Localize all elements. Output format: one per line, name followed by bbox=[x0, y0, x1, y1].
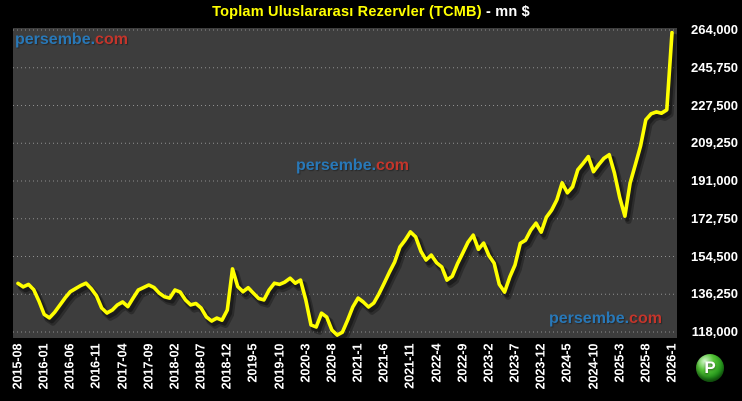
x-tick-label: 2021-1 bbox=[350, 343, 365, 383]
x-tick-label: 2023-7 bbox=[507, 343, 522, 383]
y-tick-label: 209,250 bbox=[691, 135, 738, 150]
x-tick-label: 2023-12 bbox=[533, 343, 548, 390]
x-tick-label: 2021-11 bbox=[402, 343, 417, 389]
watermark-tld: com bbox=[376, 157, 409, 174]
x-tick-label: 2024-5 bbox=[559, 343, 574, 383]
watermark-name: persembe. bbox=[296, 157, 377, 174]
plot-area bbox=[13, 28, 677, 338]
watermark-persembe-com: persembe.com bbox=[549, 310, 662, 328]
y-tick-label: 191,000 bbox=[691, 173, 738, 188]
x-tick-label: 2025-3 bbox=[612, 343, 627, 383]
y-tick-label: 118,000 bbox=[691, 324, 738, 339]
x-tick-label: 2020-8 bbox=[324, 343, 339, 383]
y-tick-label: 227,500 bbox=[691, 98, 738, 113]
watermark-name: persembe. bbox=[549, 310, 630, 327]
x-tick-label: 2021-6 bbox=[376, 343, 391, 383]
series-line bbox=[16, 30, 674, 337]
x-tick-label: 2018-07 bbox=[193, 343, 208, 390]
x-tick-label: 2017-04 bbox=[115, 343, 130, 390]
x-tick-label: 2016-01 bbox=[36, 343, 51, 390]
watermark-tld: com bbox=[629, 310, 662, 327]
x-tick-label: 2016-11 bbox=[88, 343, 103, 389]
chart-title: Toplam Uluslararası Rezervler (TCMB) - m… bbox=[0, 4, 742, 20]
x-tick-label: 2020-3 bbox=[298, 343, 313, 383]
x-tick-label: 2018-02 bbox=[167, 343, 182, 390]
x-tick-label: 2026-1 bbox=[664, 343, 679, 383]
x-tick-label: 2019-5 bbox=[245, 343, 260, 383]
watermark-name: persembe. bbox=[15, 31, 96, 48]
watermark-tld: com bbox=[95, 31, 128, 48]
logo-letter: P bbox=[704, 358, 716, 377]
reserves-line-chart bbox=[13, 29, 677, 338]
chart-title-unit: - mn $ bbox=[481, 4, 530, 20]
watermark-persembe-com: persembe.com bbox=[15, 31, 128, 49]
x-tick-label: 2019-10 bbox=[272, 343, 287, 390]
x-tick-label: 2025-8 bbox=[638, 343, 653, 383]
x-tick-label: 2024-10 bbox=[586, 343, 601, 390]
watermark-persembe-com: persembe.com bbox=[296, 157, 409, 175]
y-tick-label: 154,500 bbox=[691, 249, 738, 264]
series-line-shadow bbox=[18, 33, 677, 338]
x-tick-label: 2017-09 bbox=[141, 343, 156, 390]
y-tick-label: 136,250 bbox=[691, 286, 738, 301]
x-tick-label: 2018-12 bbox=[219, 343, 234, 390]
x-tick-label: 2022-4 bbox=[429, 343, 444, 383]
x-tick-label: 2022-9 bbox=[455, 343, 470, 383]
chart-title-main: Toplam Uluslararası Rezervler (TCMB) bbox=[212, 4, 482, 20]
y-tick-label: 172,750 bbox=[691, 211, 738, 226]
x-tick-label: 2023-2 bbox=[481, 343, 496, 383]
x-tick-label: 2016-06 bbox=[62, 343, 77, 390]
y-tick-label: 245,750 bbox=[691, 60, 738, 75]
y-tick-label: 264,000 bbox=[691, 22, 738, 37]
x-tick-label: 2015-08 bbox=[10, 343, 25, 390]
persembe-logo: P bbox=[696, 354, 724, 382]
